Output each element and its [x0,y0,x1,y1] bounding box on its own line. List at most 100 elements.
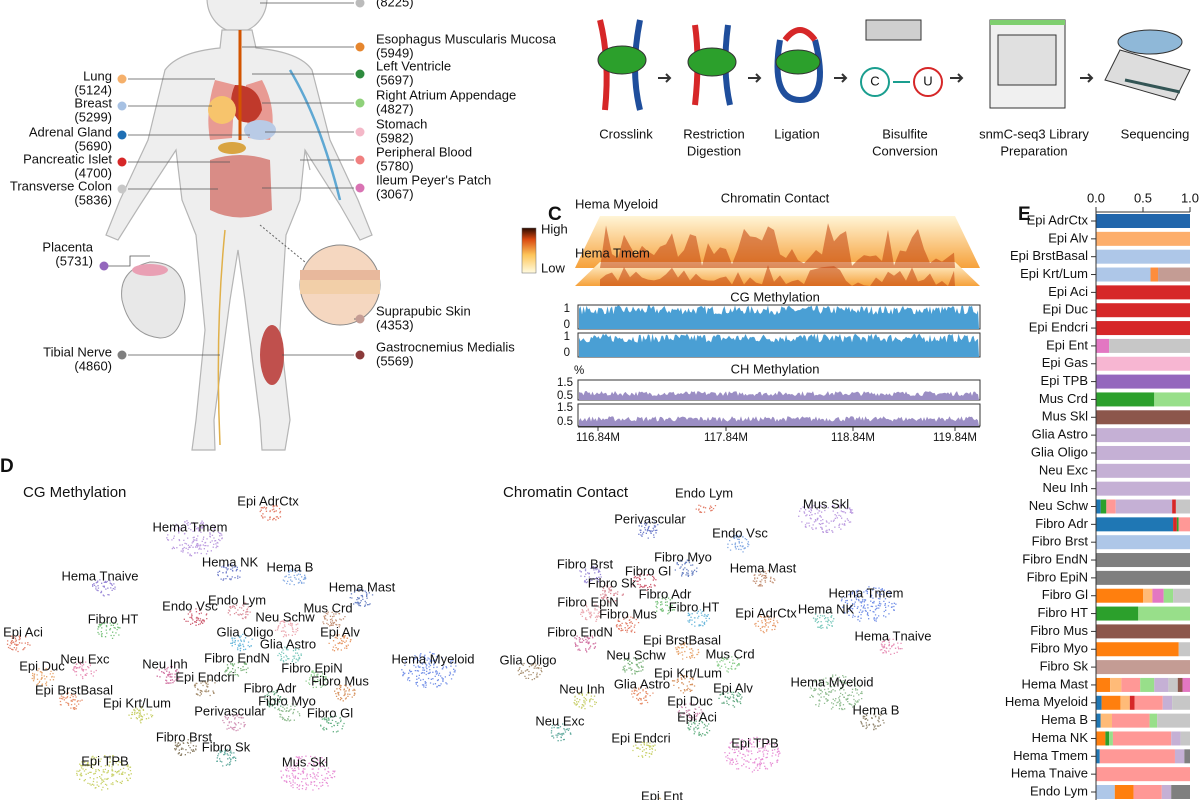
tissue-count: (5697) [376,72,414,87]
bar-segment [1175,749,1184,763]
bar-segment [1134,785,1162,799]
bar-segment [1150,714,1158,728]
heatmap-title: Chromatin Contact [721,190,830,205]
row-label: Epi Duc [1042,302,1088,317]
cluster-label: Epi TPB [731,735,778,750]
cluster-label: Glia Astro [614,676,670,691]
digestion-icon [688,25,736,105]
cluster-label: Hema Tmem [153,519,228,534]
cluster-label: Endo Lym [208,592,266,607]
x-tick-label: 1.0 [1181,190,1199,205]
step-label: Digestion [687,143,741,158]
tissue-label: Adrenal Gland [29,124,112,139]
sequencing-icon [1105,30,1190,100]
row-label: Neu Exc [1039,462,1089,477]
cluster-label: Hema Myeloid [790,674,873,689]
bar-segment [1096,339,1109,353]
bar-segment [1096,571,1190,585]
cluster-label: Glia Oligo [499,652,556,667]
bar-segment [1096,678,1110,692]
tissue-count: (5299) [74,109,112,124]
tissue-count: (5982) [376,130,414,145]
tissue-label: Esophagus Muscularis Mucosa [376,31,557,46]
step-label: Ligation [774,126,820,141]
row-label: Epi Ent [1046,337,1088,352]
cluster-label: Epi BrstBasal [643,632,721,647]
track-tick: 1.5 [557,402,573,414]
row-label: Epi Gas [1042,355,1089,370]
tissue-dot [118,102,127,111]
row-label: Epi Alv [1048,230,1088,245]
bar-segment [1168,678,1177,692]
tissue-count: (5731) [55,253,93,268]
crosslink-icon [598,20,646,110]
bar-segment [1106,500,1115,514]
bar-segment [1096,696,1102,710]
track-fill [579,306,979,330]
bar-segment [1096,749,1100,763]
bar-segment [1172,500,1176,514]
row-label: Hema Tnaive [1011,766,1088,781]
tissue-count: (3067) [376,186,414,201]
tissue-label: Transverse Colon [10,178,112,193]
bar-segment [1154,678,1168,692]
track-fill [579,334,979,358]
cluster-label: Fibro Gl [307,705,353,720]
bar-segment [1120,696,1129,710]
bar-segment [1184,749,1190,763]
tissue-label: Gastrocnemius Medialis [376,339,515,354]
row-label: Epi Aci [1048,284,1088,299]
tissue-count: (4860) [74,358,112,373]
cluster-label: Epi Duc [667,693,713,708]
tissue-dot [356,43,365,52]
cluster-label: Epi Krt/Lum [103,695,171,710]
bar-segment [1158,268,1190,282]
row-label: Epi TPB [1041,373,1088,388]
row-label: Fibro Myo [1030,641,1088,656]
cluster-label: Epi BrstBasal [35,682,113,697]
cluster-label: Endo Lym [675,485,733,500]
row-label: Fibro EpiN [1027,569,1088,584]
panel-letter: D [0,456,14,477]
bar-segment [1096,375,1190,389]
cluster-label: Hema Myeloid [391,651,474,666]
bar-segment [1100,749,1175,763]
bar-segment [1096,446,1190,460]
track-tick: 0 [564,319,570,331]
svg-text:U: U [923,73,932,88]
tissue-dot [356,315,365,324]
cluster-label: Fibro Brst [557,556,614,571]
row-label: Glia Astro [1032,427,1088,442]
bar-segment [1113,731,1171,745]
bar-segment [1130,696,1135,710]
cluster-points [696,505,717,512]
tissue-dot [356,128,365,137]
step-label: Restriction [683,126,744,141]
bar-segment [1135,696,1163,710]
cluster-label: Epi Aci [677,709,717,724]
bar-segment [1096,714,1101,728]
x-tick-label: 118.84M [831,432,875,444]
row-label: Fibro Gl [1042,587,1088,602]
bar-segment [1143,589,1152,603]
x-tick-label: 117.84M [704,432,748,444]
tissue-dot [118,158,127,167]
cluster-label: Epi AdrCtx [237,493,299,508]
bar-segment [1096,268,1151,282]
row-label: Mus Skl [1042,409,1088,424]
tissue-dot [118,131,127,140]
tissue-dot [356,184,365,193]
bar-segment [1109,339,1190,353]
x-tick-label: 0.0 [1087,190,1105,205]
row-label: Epi BrstBasal [1010,248,1088,263]
tissue-label: Pancreatic Islet [23,151,112,166]
bar-segment [1138,607,1190,621]
cluster-label: Epi Endcri [175,669,234,684]
x-tick-label: 119.84M [933,432,977,444]
row-label: Fibro Adr [1035,516,1088,531]
bar-segment [1096,767,1190,781]
bar-segment [1096,607,1138,621]
cluster-label: Neu Schw [255,609,315,624]
